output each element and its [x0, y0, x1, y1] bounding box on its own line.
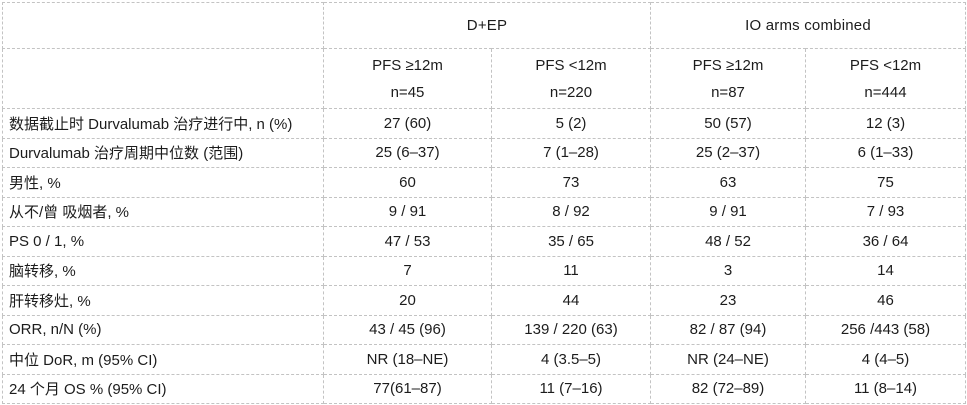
cell-value: 46 [805, 285, 966, 316]
row-label: 从不/曾 吸烟者, % [2, 196, 324, 227]
cell-value: 25 (6–37) [323, 137, 492, 168]
table-row: 男性, % 60 73 63 75 [2, 167, 966, 198]
cell-value: 14 [805, 255, 966, 286]
cell-value: 9 / 91 [650, 196, 806, 227]
row-label: 男性, % [2, 167, 324, 198]
table-row: 肝转移灶, % 20 44 23 46 [2, 285, 966, 316]
cell-value: 256 /443 (58) [805, 314, 966, 345]
row-label: 数据截止时 Durvalumab 治疗进行中, n (%) [2, 108, 324, 139]
cell-value: 48 / 52 [650, 226, 806, 257]
row-label: 肝转移灶, % [2, 285, 324, 316]
subheader-cell-empty [2, 48, 324, 109]
cell-value: 4 (4–5) [805, 344, 966, 375]
cell-value: 63 [650, 167, 806, 198]
table-row: PS 0 / 1, % 47 / 53 35 / 65 48 / 52 36 / 64 [2, 226, 966, 257]
cell-value: 60 [323, 167, 492, 198]
row-label: 24 个月 OS % (95% CI) [2, 373, 324, 404]
subheader-dep-pfs-ge12m: PFS ≥12m n=45 [323, 48, 492, 109]
table-row: Durvalumab 治疗周期中位数 (范围) 25 (6–37) 7 (1–28)… [2, 137, 966, 168]
column-header: PFS ≥12m [692, 56, 764, 74]
cell-value: 36 / 64 [805, 226, 966, 257]
row-label: Durvalumab 治疗周期中位数 (范围) [2, 137, 324, 168]
cell-value: 7 (1–28) [491, 137, 651, 168]
cell-value: 73 [491, 167, 651, 198]
cell-value: NR (24–NE) [650, 344, 806, 375]
cell-value: 9 / 91 [323, 196, 492, 227]
cell-value: 11 [491, 255, 651, 286]
table-row: ORR, n/N (%) 43 / 45 (96) 139 / 220 (63) 82… [2, 314, 966, 345]
cell-value: 4 (3.5–5) [491, 344, 651, 375]
cell-value: 35 / 65 [491, 226, 651, 257]
cell-value: 43 / 45 (96) [323, 314, 492, 345]
table-body: 数据截止时 Durvalumab 治疗进行中, n (%) 27 (60) 5 (2… [2, 108, 966, 404]
column-n: n=444 [864, 83, 907, 101]
cell-value: 7 / 93 [805, 196, 966, 227]
table-row: 脑转移, % 7 11 3 14 [2, 255, 966, 286]
column-group-row: D+EP IO arms combined [2, 2, 966, 49]
cell-value: 82 / 87 (94) [650, 314, 806, 345]
cell-value: 5 (2) [491, 108, 651, 139]
row-label: PS 0 / 1, % [2, 226, 324, 257]
cell-value: 82 (72–89) [650, 373, 806, 404]
cell-value: NR (18–NE) [323, 344, 492, 375]
row-label: 脑转移, % [2, 255, 324, 286]
subheader-dep-pfs-lt12m: PFS <12m n=220 [491, 48, 651, 109]
column-n: n=87 [711, 83, 745, 101]
column-n: n=220 [549, 83, 593, 101]
cell-value: 3 [650, 255, 806, 286]
cell-value: 139 / 220 (63) [491, 314, 651, 345]
column-header: PFS ≥12m [372, 56, 443, 74]
row-label: ORR, n/N (%) [2, 314, 324, 345]
cell-value: 20 [323, 285, 492, 316]
column-header: PFS <12m [535, 56, 607, 74]
cell-value: 12 (3) [805, 108, 966, 139]
cell-value: 6 (1–33) [805, 137, 966, 168]
cell-value: 44 [491, 285, 651, 316]
cell-value: 11 (8–14) [805, 373, 966, 404]
corner-cell-empty [2, 2, 324, 49]
cell-value: 11 (7–16) [491, 373, 651, 404]
column-n: n=45 [390, 83, 425, 101]
cell-value: 47 / 53 [323, 226, 492, 257]
table-row: 中位 DoR, m (95% CI) NR (18–NE) 4 (3.5–5) NR … [2, 344, 966, 375]
cell-value: 8 / 92 [491, 196, 651, 227]
column-group-dep: D+EP [323, 2, 651, 49]
subheader-io-pfs-lt12m: PFS <12m n=444 [805, 48, 966, 109]
cell-value: 7 [323, 255, 492, 286]
column-group-io-arms-combined: IO arms combined [650, 2, 966, 49]
table-row: 24 个月 OS % (95% CI) 77(61–87) 11 (7–16) 82 … [2, 373, 966, 404]
cell-value: 25 (2–37) [650, 137, 806, 168]
table-row: 数据截止时 Durvalumab 治疗进行中, n (%) 27 (60) 5 (2… [2, 108, 966, 139]
subheader-io-pfs-ge12m: PFS ≥12m n=87 [650, 48, 806, 109]
cell-value: 27 (60) [323, 108, 492, 139]
subheader-row: PFS ≥12m n=45 PFS <12m n=220 PFS ≥12m n=… [2, 48, 966, 109]
cell-value: 77(61–87) [323, 373, 492, 404]
cell-value: 23 [650, 285, 806, 316]
table-row: 从不/曾 吸烟者, % 9 / 91 8 / 92 9 / 91 7 / 93 [2, 196, 966, 227]
column-header: PFS <12m [849, 56, 922, 74]
cell-value: 50 (57) [650, 108, 806, 139]
row-label: 中位 DoR, m (95% CI) [2, 344, 324, 375]
cell-value: 75 [805, 167, 966, 198]
